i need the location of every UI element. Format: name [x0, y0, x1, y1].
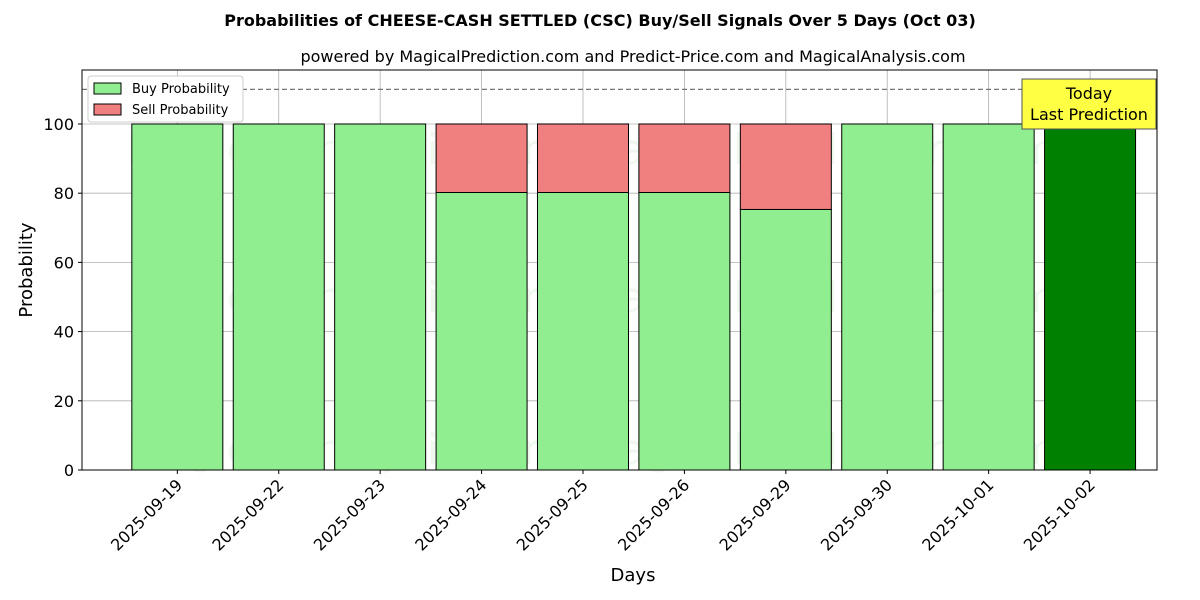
x-tick-label: 2025-09-19	[107, 475, 186, 554]
x-axis-label: Days	[611, 565, 656, 586]
legend-swatch	[93, 82, 122, 95]
buy-bar	[841, 123, 934, 471]
legend	[87, 75, 244, 123]
chart-subtitle: powered by MagicalPrediction.com and Pre…	[300, 47, 965, 66]
y-axis-label: Probability	[16, 222, 37, 317]
x-tick-label: 2025-09-24	[411, 475, 490, 554]
y-tick-label: 60	[54, 253, 74, 272]
x-tick-label: 2025-09-29	[715, 475, 794, 554]
chart-title: Probabilities of CHEESE-CASH SETTLED (CS…	[224, 11, 976, 30]
x-tick-label: 2025-10-01	[918, 475, 997, 554]
buy-bar	[638, 191, 731, 471]
sell-bar	[739, 123, 832, 210]
buy-bar	[131, 123, 224, 471]
y-tick-label: 80	[54, 184, 74, 203]
plot-frame	[81, 69, 1158, 471]
buy-bar	[232, 123, 325, 471]
x-tick-label: 2025-09-22	[208, 475, 287, 554]
today-annotation-text: Today	[1065, 84, 1112, 103]
today-annotation-box	[1021, 78, 1157, 130]
x-tick-label: 2025-09-23	[310, 475, 389, 554]
x-tick-label: 2025-09-26	[614, 475, 693, 554]
buy-bar	[1044, 123, 1137, 471]
sell-bar	[435, 123, 528, 193]
buy-bar	[942, 123, 1035, 471]
y-tick-label: 100	[43, 115, 74, 134]
buy-bar	[435, 191, 528, 471]
y-tick-label: 0	[64, 461, 74, 480]
legend-label: Buy Probability	[132, 82, 230, 97]
legend-swatch	[93, 103, 122, 116]
sell-bar	[536, 123, 629, 193]
buy-bar	[334, 123, 427, 471]
today-annotation-text: Last Prediction	[1030, 105, 1148, 124]
y-tick-label: 20	[54, 392, 74, 411]
buy-bar	[739, 208, 832, 471]
sell-bar	[638, 123, 731, 193]
y-tick-label: 40	[54, 323, 74, 342]
x-tick-label: 2025-09-30	[817, 475, 896, 554]
x-tick-label: 2025-10-02	[1020, 475, 1099, 554]
legend-label: Sell Probability	[132, 103, 229, 118]
x-tick-label: 2025-09-25	[513, 475, 592, 554]
buy-bar	[536, 191, 629, 471]
